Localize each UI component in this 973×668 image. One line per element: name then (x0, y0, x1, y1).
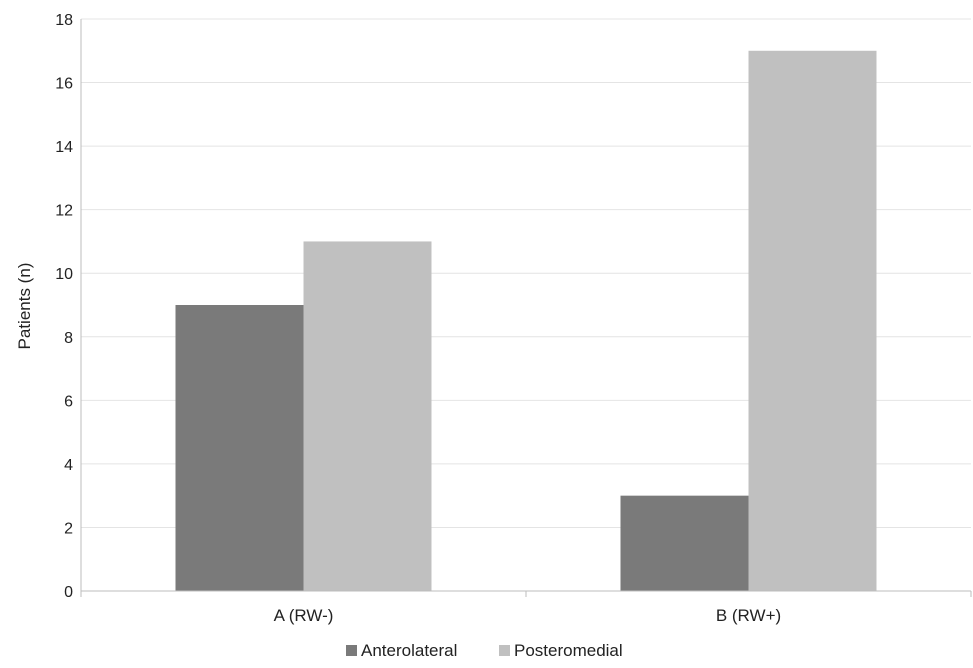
y-tick-label: 2 (64, 520, 73, 537)
y-tick-label: 4 (64, 457, 73, 474)
x-tick-label: A (RW-) (274, 606, 334, 625)
x-tick-label: B (RW+) (716, 606, 781, 625)
bar-posteromedial-2 (748, 50, 877, 592)
legend-item-anterolateral: Anterolateral (346, 641, 457, 660)
legend-item-posteromedial: Posteromedial (499, 641, 623, 660)
y-tick-label: 10 (55, 266, 73, 283)
bar-anterolateral-1 (175, 305, 304, 591)
y-tick-label: 14 (55, 139, 73, 156)
legend: Anterolateral Posteromedial (346, 641, 623, 660)
y-tick-label: 16 (55, 76, 73, 93)
legend-label: Anterolateral (361, 641, 457, 660)
bars (175, 50, 877, 592)
x-tick-labels: A (RW-) B (RW+) (274, 606, 782, 625)
y-tick-label: 8 (64, 330, 73, 347)
y-tick-label: 0 (64, 584, 73, 601)
axes (80, 19, 972, 597)
legend-label: Posteromedial (514, 641, 623, 660)
y-tick-label: 12 (55, 203, 73, 220)
y-tick-label: 18 (55, 12, 73, 29)
bar-anterolateral-2 (620, 495, 749, 591)
y-tick-label: 6 (64, 393, 73, 410)
y-axis-label: Patients (n) (15, 263, 34, 350)
legend-swatch (346, 645, 357, 656)
legend-swatch (499, 645, 510, 656)
bar-posteromedial-1 (303, 241, 432, 591)
y-tick-labels: 0 2 4 6 8 10 12 14 16 18 (55, 12, 73, 601)
